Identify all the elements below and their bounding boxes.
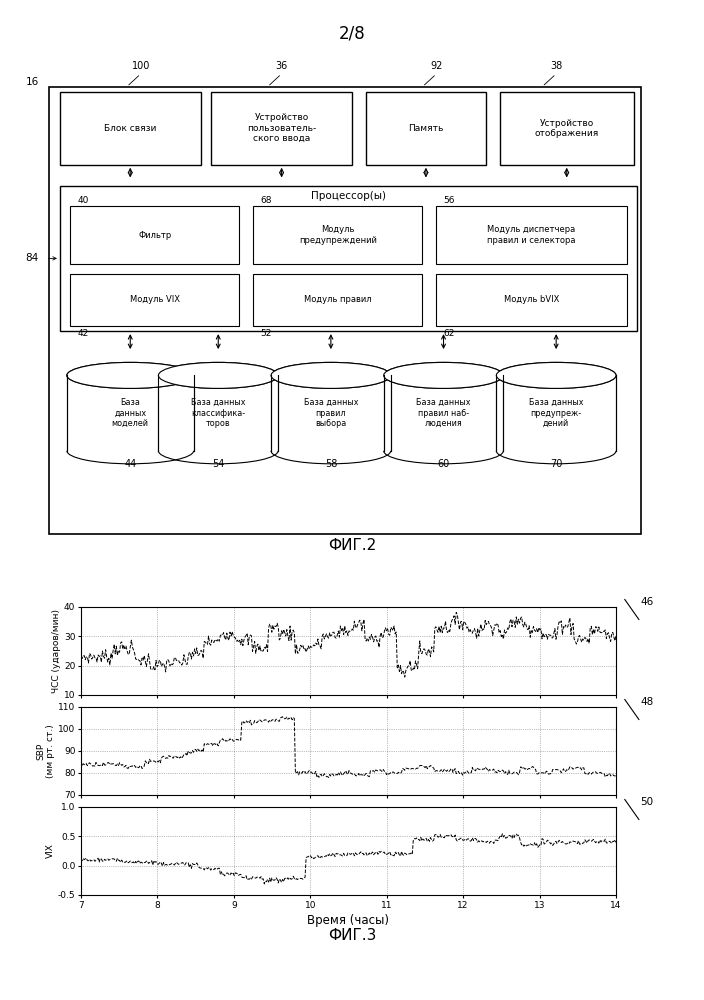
- Text: 36: 36: [275, 61, 288, 71]
- Text: Устройство
пользователь-
ского ввода: Устройство пользователь- ского ввода: [247, 113, 316, 143]
- Text: База
данных
моделей: База данных моделей: [112, 398, 149, 428]
- Text: 44: 44: [124, 459, 137, 469]
- Bar: [436, 274, 627, 326]
- X-axis label: Время (часы): Время (часы): [308, 914, 389, 927]
- Bar: [436, 206, 627, 264]
- Ellipse shape: [67, 362, 194, 388]
- Text: Процессор(ы): Процессор(ы): [311, 191, 386, 201]
- Bar: [384, 375, 503, 451]
- Y-axis label: SBP
(мм рт. ст.): SBP (мм рт. ст.): [36, 724, 56, 778]
- Text: Модуль правил: Модуль правил: [304, 296, 372, 304]
- Text: ФИГ.3: ФИГ.3: [328, 928, 376, 942]
- Text: База данных
правил наб-
людения: База данных правил наб- людения: [416, 398, 471, 428]
- Ellipse shape: [158, 362, 278, 388]
- Text: 38: 38: [550, 61, 562, 71]
- Bar: [496, 375, 616, 451]
- Bar: [60, 92, 201, 165]
- Text: ФИГ.2: ФИГ.2: [328, 538, 376, 552]
- Text: 60: 60: [437, 459, 450, 469]
- Bar: [271, 375, 391, 451]
- Ellipse shape: [384, 362, 503, 388]
- Ellipse shape: [384, 362, 503, 388]
- Text: База данных
правил
выбора: База данных правил выбора: [303, 398, 358, 428]
- Text: Память: Память: [408, 124, 444, 133]
- Bar: [70, 274, 239, 326]
- Text: 92: 92: [430, 61, 443, 71]
- Text: 84: 84: [25, 253, 39, 263]
- Ellipse shape: [271, 362, 391, 388]
- Text: 56: 56: [444, 196, 455, 205]
- Bar: [253, 274, 422, 326]
- Text: 68: 68: [260, 196, 272, 205]
- Ellipse shape: [67, 362, 194, 388]
- Text: 40: 40: [77, 196, 89, 205]
- Bar: [253, 206, 422, 264]
- Ellipse shape: [496, 362, 616, 388]
- Bar: [70, 206, 239, 264]
- Text: База данных
предупреж-
дений: База данных предупреж- дений: [529, 398, 584, 428]
- Text: 42: 42: [77, 329, 89, 338]
- Bar: [158, 375, 278, 451]
- Bar: [60, 186, 637, 331]
- Text: 100: 100: [132, 61, 150, 71]
- Bar: [67, 375, 194, 451]
- Text: 54: 54: [212, 459, 225, 469]
- Y-axis label: ЧСС (ударов/мин): ЧСС (ударов/мин): [52, 609, 61, 693]
- Bar: [49, 87, 641, 534]
- Text: Модуль bVIX: Модуль bVIX: [504, 296, 559, 304]
- Text: Блок связи: Блок связи: [104, 124, 156, 133]
- Text: Модуль
предупреждений: Модуль предупреждений: [299, 225, 377, 245]
- Text: 58: 58: [325, 459, 337, 469]
- Text: 62: 62: [444, 329, 455, 338]
- Text: База данных
классифика-
торов: База данных классифика- торов: [191, 398, 246, 428]
- Ellipse shape: [496, 362, 616, 388]
- Y-axis label: VIX: VIX: [46, 844, 55, 858]
- Bar: [500, 92, 634, 165]
- Text: 2/8: 2/8: [339, 25, 365, 43]
- Bar: [211, 92, 352, 165]
- Ellipse shape: [271, 362, 391, 388]
- Text: Модуль VIX: Модуль VIX: [130, 296, 180, 304]
- Text: 50: 50: [641, 797, 654, 807]
- Ellipse shape: [158, 362, 278, 388]
- Text: 16: 16: [25, 77, 39, 87]
- Text: 70: 70: [550, 459, 562, 469]
- Text: 48: 48: [641, 697, 654, 707]
- Text: Устройство
отображения: Устройство отображения: [534, 119, 599, 138]
- Text: Модуль диспетчера
правил и селектора: Модуль диспетчера правил и селектора: [487, 225, 576, 245]
- Bar: [366, 92, 486, 165]
- Text: Фильтр: Фильтр: [138, 231, 172, 239]
- Text: 46: 46: [641, 597, 654, 607]
- Text: 52: 52: [260, 329, 272, 338]
